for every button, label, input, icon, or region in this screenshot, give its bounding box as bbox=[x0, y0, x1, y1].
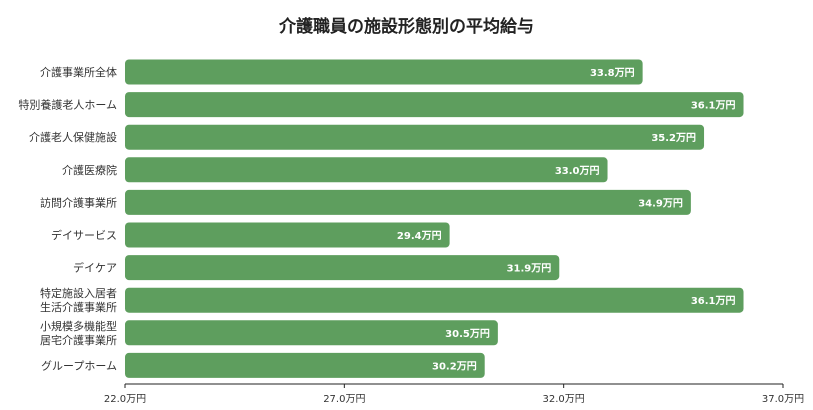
x-tick-label: 32.0万円 bbox=[543, 394, 585, 405]
bar bbox=[125, 124, 705, 150]
bar-value-label: 35.2万円 bbox=[651, 132, 696, 144]
category-label: 介護老人保健施設 bbox=[29, 130, 117, 144]
x-tick-label: 22.0万円 bbox=[104, 394, 146, 405]
bar bbox=[125, 189, 691, 215]
bar-value-label: 30.2万円 bbox=[432, 360, 477, 372]
bar-value-label: 33.0万円 bbox=[555, 165, 600, 177]
category-label: 介護医療院 bbox=[62, 163, 117, 177]
bar-value-label: 30.5万円 bbox=[445, 328, 490, 340]
bar-value-label: 34.9万円 bbox=[638, 197, 683, 209]
bar bbox=[125, 255, 560, 281]
chart-title: 介護職員の施設形態別の平均給与 bbox=[279, 17, 534, 37]
bar bbox=[125, 352, 485, 378]
bar-value-label: 31.9万円 bbox=[507, 263, 552, 275]
x-tick-label: 37.0万円 bbox=[762, 394, 804, 405]
category-label: デイケア bbox=[73, 261, 117, 275]
bar bbox=[125, 59, 643, 85]
bar bbox=[125, 92, 744, 118]
bar bbox=[125, 287, 744, 313]
category-label: 特別養護老人ホーム bbox=[18, 98, 117, 112]
category-label: 小規模多機能型 bbox=[40, 319, 117, 333]
bar-value-label: 29.4万円 bbox=[397, 230, 442, 242]
category-label: 訪問介護事業所 bbox=[40, 195, 117, 209]
category-label: グループホーム bbox=[41, 358, 117, 372]
bar-value-label: 33.8万円 bbox=[590, 67, 635, 79]
category-label: 介護事業所全体 bbox=[40, 65, 117, 79]
bar bbox=[125, 320, 498, 346]
bar bbox=[125, 157, 608, 183]
bar bbox=[125, 222, 450, 248]
category-label: 生活介護事業所 bbox=[40, 300, 117, 314]
x-tick-label: 27.0万円 bbox=[323, 394, 365, 405]
bar-value-label: 36.1万円 bbox=[691, 295, 736, 307]
category-label: 特定施設入居者 bbox=[40, 286, 117, 300]
category-label: デイサービス bbox=[51, 228, 117, 242]
category-label: 居宅介護事業所 bbox=[40, 333, 117, 347]
bar-value-label: 36.1万円 bbox=[691, 100, 736, 112]
